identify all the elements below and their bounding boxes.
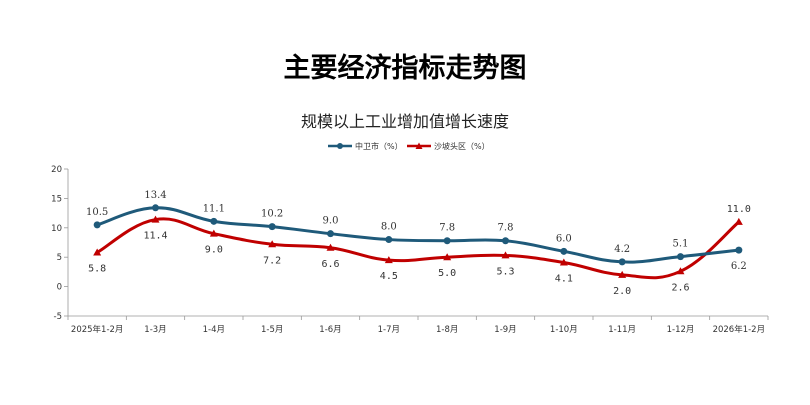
data-point <box>93 248 102 256</box>
y-tick-label: 0 <box>57 283 62 293</box>
data-point <box>326 243 335 251</box>
data-label: 9.0 <box>323 216 339 227</box>
data-point <box>327 230 334 238</box>
x-tick-label: 1-9月 <box>494 325 516 335</box>
data-point <box>677 253 684 261</box>
series-line <box>96 217 740 280</box>
data-label: 2.0 <box>613 286 631 297</box>
data-point <box>151 215 160 223</box>
data-label: 7.2 <box>263 255 281 266</box>
data-point <box>618 258 626 266</box>
data-label: 4.2 <box>614 244 630 255</box>
chart-axes: -5 0 5 10 15 20 2025年1-2月 1-3月 1-4月 1-5月 1-6月 1-7月 1… <box>51 165 769 335</box>
x-tick-label: 1-11月 <box>608 325 636 335</box>
data-point <box>152 204 159 212</box>
data-label: 6.2 <box>731 261 747 272</box>
y-tick-label: 10 <box>51 224 62 234</box>
chart-legend: 中卫市（%） 沙坡头区（%） <box>328 141 490 151</box>
y-tick-label: 20 <box>51 165 62 175</box>
data-point <box>501 251 510 259</box>
data-label: 11.4 <box>143 231 167 242</box>
data-point <box>209 229 218 237</box>
data-label: 10.2 <box>261 209 283 220</box>
y-tick-label: 5 <box>57 253 62 263</box>
y-tick-label: -5 <box>54 312 62 322</box>
x-tick-label: 2025年1-2月 <box>71 324 124 335</box>
x-tick-label: 1-6月 <box>319 325 341 335</box>
x-tick-label: 1-8月 <box>436 325 458 335</box>
y-tick-label: 15 <box>51 194 62 204</box>
data-label: 5.0 <box>438 268 456 279</box>
x-tick-label: 1-4月 <box>203 325 225 335</box>
data-label: 5.8 <box>88 263 106 274</box>
x-tick-label: 1-5月 <box>261 325 283 335</box>
data-label: 4.1 <box>555 273 573 284</box>
x-tick-label: 1-7月 <box>378 325 400 335</box>
data-label: 11.0 <box>727 204 751 215</box>
legend-label: 中卫市（%） <box>355 141 403 151</box>
data-point <box>559 258 568 266</box>
data-point <box>618 270 627 278</box>
data-label: 5.3 <box>496 266 514 277</box>
chart-title: 规模以上工业增加值增长速度 <box>300 112 509 131</box>
data-point <box>560 247 568 255</box>
data-label: 13.4 <box>144 190 166 201</box>
data-label: 6.6 <box>321 259 339 270</box>
data-point <box>385 236 393 244</box>
data-point <box>384 256 393 264</box>
x-tick-label: 1-3月 <box>144 325 166 335</box>
legend-label: 沙坡头区（%） <box>434 141 490 151</box>
data-label: 5.1 <box>673 239 689 250</box>
legend-marker <box>415 142 423 149</box>
data-point <box>93 221 101 229</box>
x-tick-label: 1-12月 <box>667 325 695 335</box>
chart-series <box>93 204 743 280</box>
data-point <box>268 223 276 231</box>
data-point <box>735 246 743 254</box>
data-label: 7.8 <box>439 223 455 234</box>
data-label: 10.5 <box>86 207 108 218</box>
data-point <box>443 253 452 261</box>
data-point <box>676 267 685 275</box>
data-label: 11.1 <box>203 203 225 214</box>
data-label: 6.0 <box>556 233 572 244</box>
data-label: 8.0 <box>381 222 397 233</box>
data-label: 4.5 <box>380 271 398 282</box>
data-point <box>268 240 277 248</box>
data-label: 2.6 <box>671 282 689 293</box>
x-tick-label: 2026年1-2月 <box>713 324 766 335</box>
data-label: 9.0 <box>205 245 223 256</box>
data-point <box>443 237 451 245</box>
page-title: 主要经济指标走势图 <box>283 53 527 84</box>
data-point <box>210 217 218 225</box>
chart-data-labels: 10.5 13.4 11.1 10.2 9.0 8.0 7.8 7.8 6.0 4.2 5.1 6.2… <box>86 190 751 297</box>
data-point <box>502 237 509 245</box>
legend-marker <box>337 143 343 149</box>
data-label: 7.8 <box>498 223 514 234</box>
series-line <box>96 206 739 264</box>
x-tick-label: 1-10月 <box>550 325 578 335</box>
data-point <box>734 217 743 225</box>
